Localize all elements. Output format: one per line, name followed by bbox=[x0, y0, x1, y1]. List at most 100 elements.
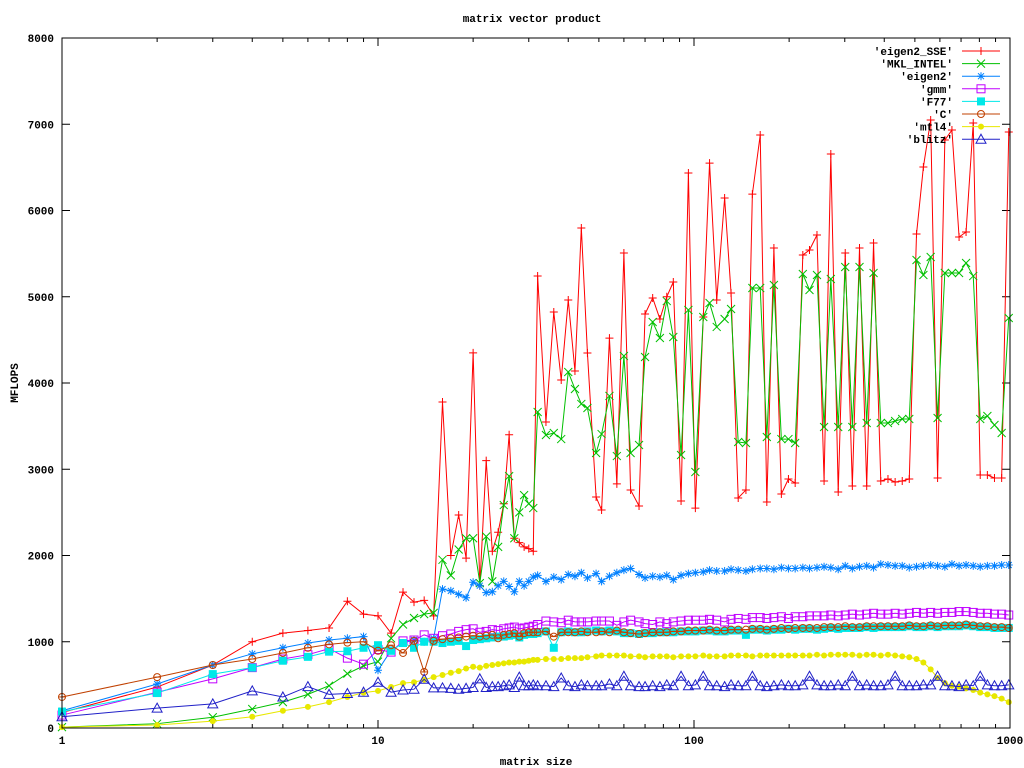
data-point bbox=[840, 610, 850, 620]
data-point bbox=[454, 510, 463, 519]
data-point bbox=[991, 693, 998, 700]
data-point bbox=[398, 620, 408, 629]
data-point bbox=[154, 721, 161, 728]
data-point bbox=[906, 654, 913, 661]
legend-label: 'F77' bbox=[920, 97, 953, 109]
data-point bbox=[387, 629, 396, 638]
data-point bbox=[524, 577, 533, 586]
data-point bbox=[1004, 128, 1013, 137]
data-point bbox=[883, 609, 893, 619]
data-point bbox=[639, 680, 651, 692]
data-point bbox=[662, 292, 671, 301]
data-point bbox=[684, 627, 693, 636]
data-point bbox=[819, 422, 829, 432]
data-point bbox=[920, 659, 927, 666]
data-point bbox=[570, 367, 579, 376]
data-point bbox=[820, 562, 829, 571]
data-point bbox=[563, 367, 573, 377]
data-point bbox=[969, 561, 978, 570]
data-point bbox=[563, 615, 573, 625]
data-point bbox=[460, 682, 472, 693]
data-point bbox=[249, 713, 256, 720]
data-point bbox=[770, 652, 777, 659]
data-point bbox=[839, 679, 852, 691]
data-point bbox=[684, 569, 693, 578]
data-point bbox=[769, 565, 778, 574]
data-point bbox=[984, 691, 991, 698]
data-point bbox=[705, 614, 715, 624]
data-point bbox=[782, 679, 795, 691]
data-point bbox=[153, 680, 162, 689]
data-point bbox=[483, 662, 490, 669]
data-point bbox=[359, 610, 368, 619]
data-point bbox=[699, 626, 708, 635]
data-point bbox=[892, 652, 899, 659]
data-point bbox=[926, 252, 936, 262]
data-point bbox=[634, 440, 644, 450]
data-point bbox=[983, 561, 992, 570]
legend-marker bbox=[976, 59, 986, 68]
data-point bbox=[926, 622, 935, 631]
data-point bbox=[754, 679, 767, 691]
data-point bbox=[917, 678, 930, 690]
data-point bbox=[700, 652, 707, 659]
y-tick-label: 4000 bbox=[28, 379, 54, 391]
data-point bbox=[862, 418, 872, 428]
data-point bbox=[583, 348, 592, 357]
data-point bbox=[926, 607, 936, 617]
data-point bbox=[482, 634, 491, 643]
data-point bbox=[521, 658, 528, 665]
data-point bbox=[997, 609, 1007, 619]
data-point bbox=[505, 430, 514, 439]
data-point bbox=[499, 577, 508, 586]
data-point bbox=[783, 613, 793, 623]
data-point bbox=[947, 268, 957, 278]
data-point bbox=[910, 679, 923, 691]
data-point bbox=[677, 496, 686, 505]
data-point bbox=[826, 150, 835, 159]
data-point bbox=[791, 625, 800, 634]
plot-border bbox=[61, 37, 1011, 729]
data-point bbox=[933, 623, 942, 632]
data-point bbox=[798, 624, 807, 633]
data-point bbox=[1004, 560, 1013, 569]
data-point bbox=[748, 190, 757, 199]
data-point bbox=[762, 626, 771, 635]
data-point bbox=[399, 639, 408, 648]
data-point bbox=[470, 663, 477, 670]
data-point bbox=[359, 659, 369, 669]
data-point bbox=[867, 679, 880, 691]
data-point bbox=[641, 573, 650, 582]
data-point bbox=[741, 630, 750, 639]
data-point bbox=[755, 283, 765, 293]
data-point bbox=[812, 230, 821, 239]
data-point bbox=[494, 632, 503, 641]
data-point bbox=[998, 695, 1005, 702]
data-point bbox=[324, 681, 334, 691]
data-point bbox=[933, 561, 942, 570]
data-point bbox=[905, 474, 914, 483]
data-point bbox=[848, 564, 857, 573]
data-point bbox=[876, 560, 885, 569]
data-point bbox=[542, 656, 549, 662]
data-point bbox=[565, 655, 572, 662]
data-point bbox=[541, 417, 550, 426]
data-point bbox=[387, 646, 396, 655]
data-point bbox=[648, 317, 658, 327]
data-point bbox=[564, 570, 573, 579]
data-point bbox=[806, 652, 813, 659]
data-point bbox=[325, 647, 334, 656]
data-point bbox=[577, 627, 586, 636]
data-point bbox=[896, 679, 909, 691]
data-point bbox=[519, 490, 529, 500]
data-point bbox=[756, 625, 765, 634]
data-point bbox=[855, 244, 864, 253]
data-point bbox=[208, 670, 217, 679]
data-point bbox=[947, 126, 956, 135]
data-point bbox=[820, 624, 829, 633]
data-point bbox=[962, 560, 971, 569]
data-point bbox=[654, 680, 666, 692]
data-point bbox=[462, 642, 471, 651]
data-point bbox=[605, 626, 614, 635]
data-point bbox=[669, 278, 678, 287]
